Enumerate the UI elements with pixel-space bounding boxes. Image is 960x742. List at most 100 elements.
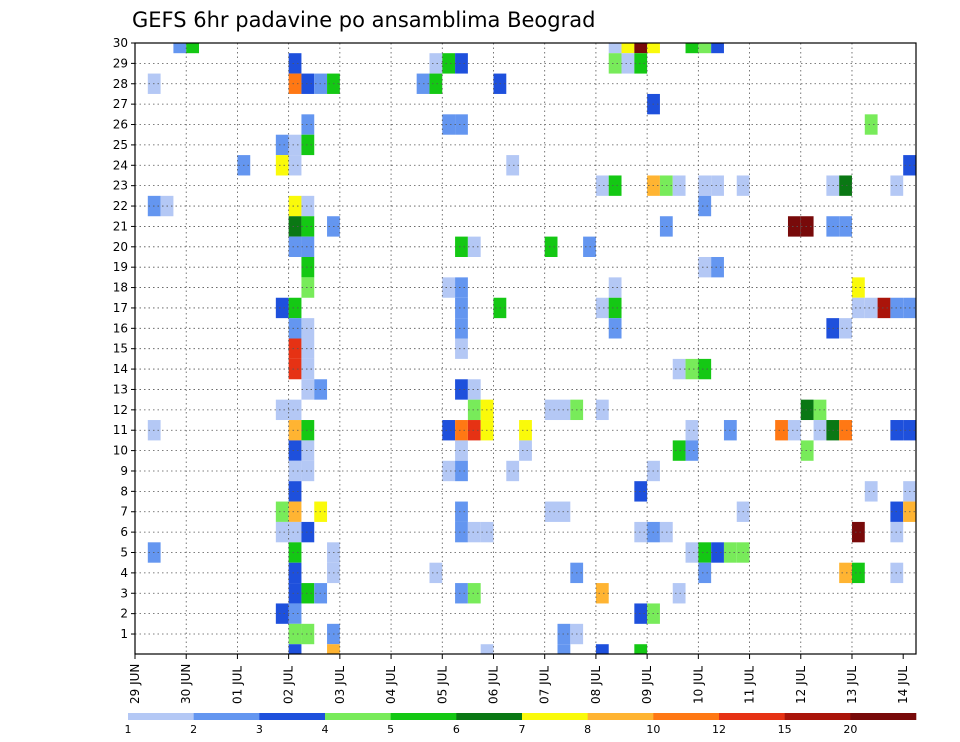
colorbar-label: 3: [256, 723, 263, 736]
heatmap-cell: [711, 256, 724, 278]
heatmap-cell: [672, 358, 686, 380]
heatmap-cell: [275, 521, 289, 543]
heatmap-cell: [288, 542, 302, 563]
heatmap-cell: [455, 501, 468, 522]
heatmap-cell: [288, 216, 302, 237]
heatmap-cell: [301, 623, 315, 645]
y-tick-label: 16: [113, 321, 128, 335]
x-tick-label: 29 JUN: [128, 664, 142, 704]
heatmap-cell: [288, 134, 302, 156]
heatmap-cell: [634, 53, 648, 74]
heatmap-cell: [634, 521, 648, 543]
heatmap-cell: [608, 43, 622, 54]
colorbar-label: 2: [190, 723, 197, 736]
colorbar-label: 4: [322, 723, 329, 736]
heatmap-cell: [467, 420, 481, 441]
y-axis: 1234567891011121314151617181920212223242…: [113, 36, 135, 641]
colorbar-swatch: [128, 713, 194, 720]
chart-title: GEFS 6hr padavine po ansamblima Beograd: [132, 8, 595, 32]
heatmap-cell: [301, 114, 315, 135]
heatmap-cell: [442, 460, 456, 482]
heatmap-cell: [775, 420, 788, 441]
heatmap-cell: [634, 603, 648, 624]
heatmap-cell: [288, 521, 302, 543]
x-tick-label: 01 JUL: [230, 666, 244, 704]
heatmap-cell: [672, 583, 686, 604]
colorbar-swatch: [587, 713, 654, 720]
heatmap-cell: [301, 318, 315, 339]
heatmap-cell: [442, 420, 456, 441]
heatmap-cell: [288, 297, 302, 319]
colorbar: 1 2 3 4 5 6 7 8 10 12 15 20: [125, 713, 917, 736]
heatmap-cell: [288, 420, 302, 441]
heatmap-cell: [301, 460, 315, 482]
heatmap-cell: [455, 318, 468, 339]
heatmap-cell: [275, 399, 289, 421]
colorbar-swatch: [719, 713, 785, 720]
colorbar-label: 1: [125, 723, 132, 736]
heatmap-cell: [288, 399, 302, 421]
heatmap-cell: [275, 603, 289, 624]
heatmap-cell: [455, 277, 468, 298]
heatmap-cell: [557, 644, 571, 654]
heatmap-cell: [288, 236, 302, 257]
y-tick-label: 26: [113, 118, 128, 132]
x-tick-label: 06 JUL: [486, 666, 500, 704]
heatmap-cell: [864, 114, 878, 135]
y-tick-label: 17: [113, 301, 128, 315]
heatmap-cell: [288, 460, 302, 482]
colorbar-label: 20: [843, 723, 857, 736]
heatmap-cell: [595, 399, 609, 421]
heatmap-cell: [275, 297, 289, 319]
y-tick-label: 13: [113, 382, 128, 396]
heatmap-cell: [519, 440, 532, 461]
heatmap-cell: [506, 155, 520, 176]
heatmap-cell: [275, 134, 289, 156]
heatmap-cell: [480, 644, 494, 654]
heatmap-cell: [467, 379, 481, 400]
colorbar-label: 12: [712, 723, 726, 736]
x-tick-label: 10 JUL: [691, 666, 705, 704]
heatmap-cell: [288, 195, 302, 217]
colorbar-swatch: [193, 713, 260, 720]
heatmap-cell: [672, 175, 686, 196]
heatmap-cell: [608, 277, 622, 298]
heatmap-cell: [467, 236, 481, 257]
heatmap-cell: [698, 358, 712, 380]
y-tick-label: 27: [113, 97, 128, 111]
heatmap-cell: [544, 501, 558, 522]
heatmap-cell: [787, 216, 801, 237]
heatmap-cell: [275, 501, 289, 522]
y-tick-label: 24: [113, 158, 128, 172]
heatmap-cell: [455, 53, 468, 74]
heatmap-cell: [839, 175, 852, 196]
heatmap-cell: [455, 114, 468, 135]
heatmap-cell: [698, 195, 712, 217]
colorbar-swatch: [456, 713, 523, 720]
y-tick-label: 3: [120, 586, 128, 600]
heatmap-cell: [698, 256, 712, 278]
heatmap-cell: [595, 644, 609, 654]
y-tick-label: 11: [113, 423, 128, 437]
heatmap-cell: [288, 623, 302, 645]
heatmap-cell: [685, 542, 699, 563]
heatmap-cell: [800, 216, 814, 237]
heatmap-cell: [288, 358, 302, 380]
colorbar-label: 5: [387, 723, 394, 736]
colorbar-swatch: [653, 713, 720, 720]
heatmap-cell: [301, 583, 315, 604]
y-tick-label: 25: [113, 138, 128, 152]
y-tick-label: 6: [120, 525, 128, 539]
heatmap-cell: [301, 236, 315, 257]
y-tick-label: 4: [120, 566, 128, 580]
heatmap-cell: [301, 379, 315, 400]
y-tick-label: 20: [113, 240, 128, 254]
heatmap-cell: [608, 297, 622, 319]
heatmap-cell: [595, 175, 609, 196]
y-tick-label: 1: [120, 627, 128, 641]
x-tick-label: 11 JUL: [743, 666, 757, 704]
heatmap-cell: [288, 440, 302, 461]
colorbar-label: 7: [519, 723, 526, 736]
heatmap-cell: [519, 420, 532, 441]
